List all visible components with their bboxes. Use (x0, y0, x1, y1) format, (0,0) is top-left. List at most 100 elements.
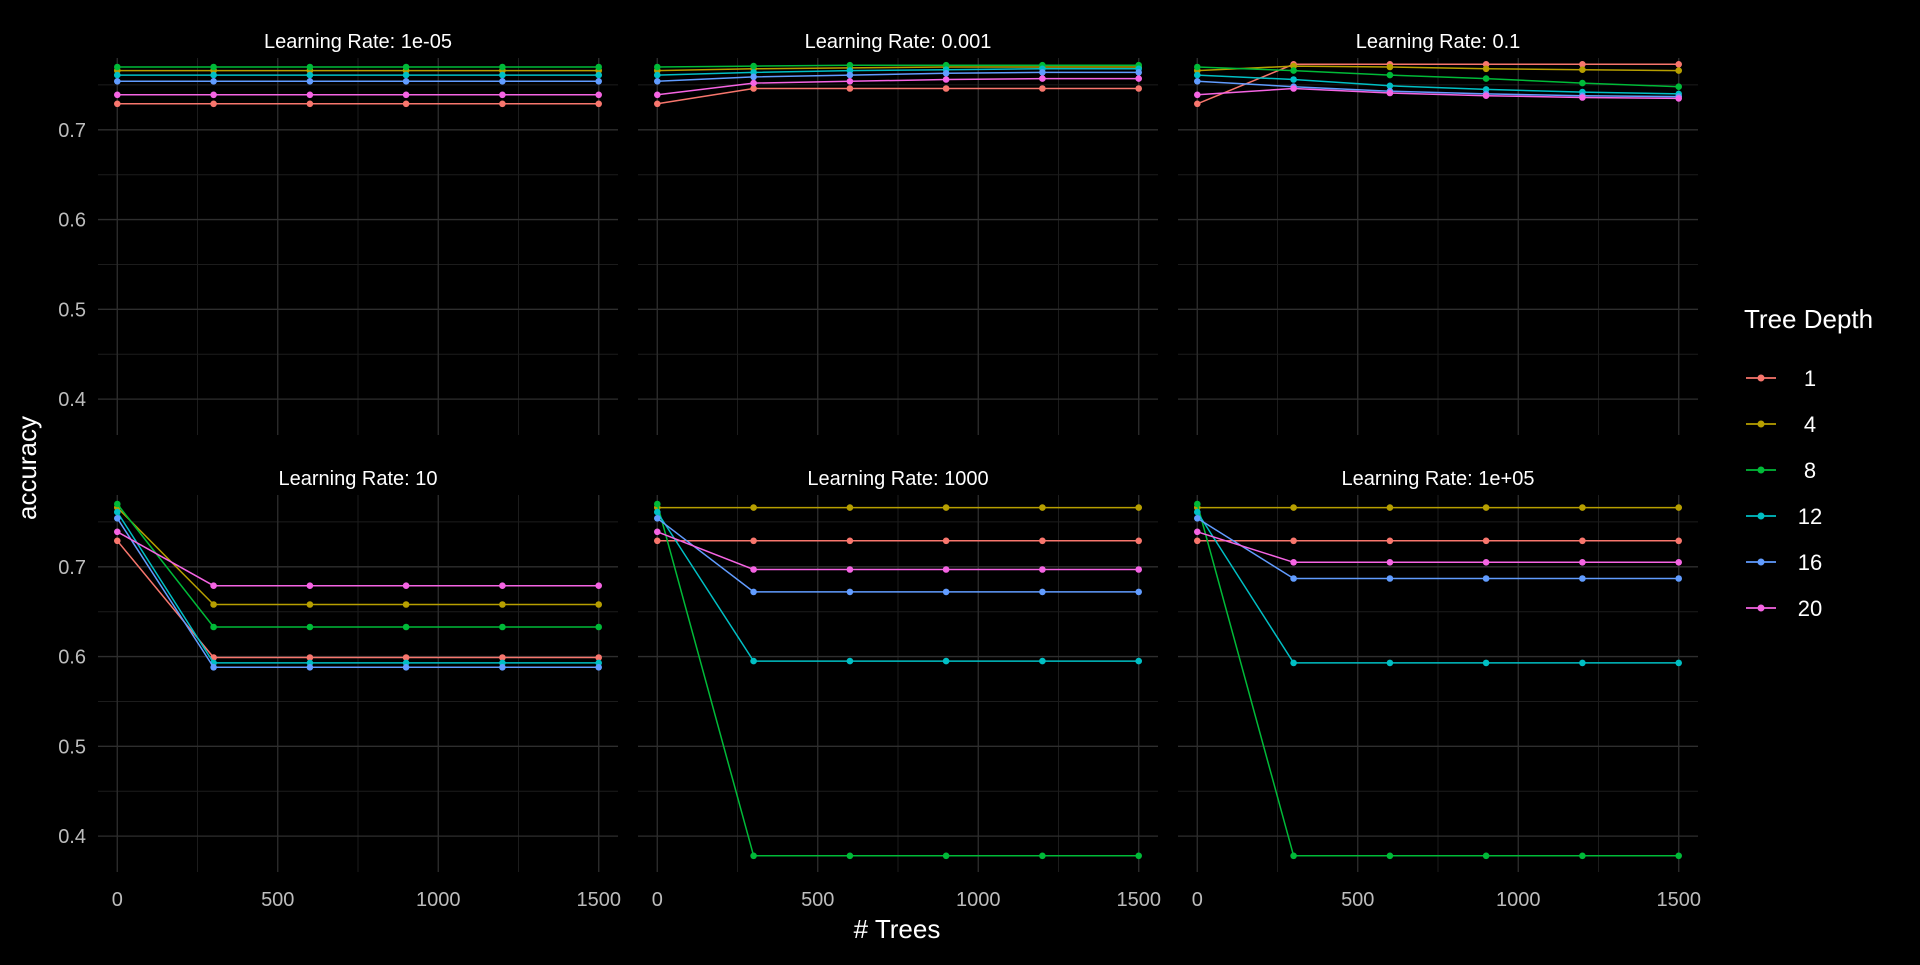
data-point-depth-4 (1386, 63, 1394, 71)
legend-label: 1 (1804, 366, 1816, 391)
data-point-depth-20 (942, 76, 950, 83)
data-point-depth-20 (1482, 92, 1490, 99)
data-point-depth-4 (402, 601, 410, 608)
data-point-depth-8 (1135, 852, 1142, 860)
legend-key-point (1757, 512, 1765, 520)
data-point-depth-20 (942, 566, 950, 573)
data-point-depth-12 (210, 71, 217, 79)
data-point-depth-16 (499, 664, 506, 671)
data-point-depth-16 (1135, 588, 1142, 596)
series-line-depth-12 (657, 68, 1139, 76)
data-point-depth-4 (846, 504, 854, 511)
data-point-depth-8 (1290, 852, 1297, 860)
data-point-depth-20 (1290, 559, 1297, 566)
data-point-depth-12 (595, 71, 602, 79)
data-point-depth-12 (114, 71, 121, 79)
y-tick-label: 0.6 (58, 647, 86, 669)
data-point-depth-4 (306, 601, 314, 608)
legend-item-depth-20: 20 (1746, 596, 1822, 621)
data-point-depth-12 (1675, 659, 1682, 667)
data-point-depth-20 (750, 79, 757, 87)
data-point-depth-4 (595, 601, 602, 608)
data-point-depth-8 (654, 500, 661, 508)
data-point-depth-16 (750, 588, 757, 596)
data-point-depth-8 (306, 63, 314, 71)
data-point-depth-12 (402, 71, 410, 79)
data-point-depth-20 (1482, 559, 1490, 566)
data-point-depth-8 (846, 61, 854, 69)
data-point-depth-1 (1579, 61, 1586, 68)
data-point-depth-8 (1386, 852, 1394, 860)
data-point-depth-20 (1579, 559, 1586, 566)
series-line-depth-20 (1197, 531, 1679, 564)
panel-1: Learning Rate: 1e-05 0.4 0.5 0.6 0.7 (58, 31, 618, 435)
data-point-depth-8 (402, 63, 410, 71)
y-tick-label: 0.4 (58, 826, 86, 848)
series-line-depth-12 (1196, 511, 1679, 664)
x-axis-title: # Trees (854, 914, 941, 944)
data-point-depth-20 (114, 528, 121, 536)
data-point-depth-8 (1194, 500, 1201, 508)
panel-6: Learning Rate: 1e+05 0 500 1000 1500 (1178, 468, 1701, 911)
data-point-depth-1 (1675, 61, 1682, 68)
data-point-depth-8 (846, 852, 854, 860)
series-line-depth-8 (1196, 503, 1679, 857)
data-point-depth-20 (306, 91, 314, 99)
data-point-depth-8 (1039, 852, 1046, 860)
data-point-depth-8 (750, 852, 757, 860)
data-point-depth-16 (306, 664, 314, 671)
data-point-depth-1 (114, 537, 121, 545)
data-point-depth-12 (1386, 82, 1394, 90)
legend-item-depth-8: 8 (1746, 458, 1816, 483)
y-tick-label: 0.6 (58, 210, 86, 232)
legend-key-point (1757, 604, 1765, 612)
data-point-depth-4 (1482, 65, 1490, 73)
data-point-depth-16 (1039, 588, 1046, 596)
data-point-depth-8 (1675, 83, 1682, 90)
data-point-depth-12 (1194, 508, 1201, 516)
legend-label: 16 (1798, 550, 1822, 575)
data-point-depth-16 (1135, 69, 1142, 76)
data-point-depth-4 (210, 601, 217, 608)
data-point-depth-4 (1135, 504, 1142, 511)
series-line-depth-20 (657, 531, 1139, 571)
data-point-depth-20 (306, 582, 314, 589)
data-point-depth-8 (595, 63, 602, 71)
data-point-depth-4 (1290, 504, 1297, 511)
y-tick-label: 0.7 (58, 557, 86, 579)
data-point-depth-16 (1039, 69, 1046, 76)
data-point-depth-1 (595, 100, 602, 108)
data-point-depth-1 (306, 654, 314, 661)
data-point-depth-1 (306, 100, 314, 108)
data-point-depth-16 (942, 588, 950, 596)
y-tick-label: 0.5 (58, 736, 86, 758)
series-line-depth-16 (116, 517, 599, 669)
panel-title: Learning Rate: 1e+05 (1342, 468, 1535, 490)
data-point-depth-1 (846, 537, 854, 545)
data-point-depth-8 (402, 623, 410, 631)
data-point-depth-4 (1386, 504, 1394, 511)
data-point-depth-1 (402, 100, 410, 108)
x-tick-label: 0 (1192, 889, 1203, 911)
x-tick-label: 500 (261, 889, 294, 911)
data-point-depth-20 (499, 91, 506, 99)
legend-title: Tree Depth (1744, 304, 1873, 334)
panel-title: Learning Rate: 1e-05 (264, 31, 452, 53)
data-point-depth-20 (1675, 95, 1682, 102)
data-point-depth-20 (1194, 528, 1201, 536)
data-point-depth-1 (595, 654, 602, 661)
data-point-depth-1 (942, 537, 950, 545)
legend-item-depth-16: 16 (1746, 550, 1822, 575)
data-point-depth-12 (1135, 657, 1142, 665)
legend-item-depth-4: 4 (1746, 412, 1816, 437)
data-point-depth-20 (1194, 91, 1201, 99)
legend-key-point (1757, 466, 1765, 474)
data-point-depth-16 (306, 78, 314, 85)
data-point-depth-8 (750, 62, 757, 70)
panel-2: Learning Rate: 0.001 (638, 31, 1158, 435)
data-point-depth-12 (306, 71, 314, 79)
data-point-depth-1 (499, 100, 506, 108)
legend-key-point (1757, 420, 1765, 428)
x-tick-label: 1500 (1656, 889, 1701, 911)
